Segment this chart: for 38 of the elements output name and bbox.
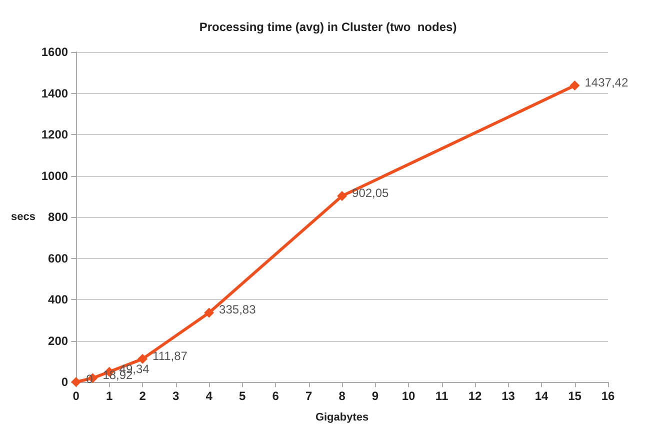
point xyxy=(138,354,148,364)
y-tick-label: 1200 xyxy=(41,128,68,142)
point xyxy=(204,308,214,318)
point xyxy=(570,80,580,91)
x-tick-label: 4 xyxy=(206,389,213,403)
y-tick-label: 0 xyxy=(61,375,68,389)
x-tick-label: 13 xyxy=(502,389,516,403)
x-tick-label: 9 xyxy=(372,389,379,403)
point xyxy=(71,377,82,387)
data-label: 902,05 xyxy=(352,186,390,200)
x-tick-label: 16 xyxy=(601,389,615,403)
x-tick-label: 15 xyxy=(568,389,582,403)
y-tick-label: 1400 xyxy=(41,86,68,100)
data-label: 111,87 xyxy=(152,348,188,363)
x-tick-label: 7 xyxy=(305,389,312,403)
y-tick-label: 800 xyxy=(48,210,68,224)
y-tick-label: 200 xyxy=(48,334,68,348)
x-tick-label: 3 xyxy=(172,389,180,403)
x-tick-label: 14 xyxy=(534,389,548,403)
y-tick-label: 400 xyxy=(48,292,68,306)
x-tick-label: 12 xyxy=(468,389,482,403)
x-tick-label: 0 xyxy=(72,389,80,403)
x-tick-label: 1 xyxy=(106,389,113,403)
y-tick-label: 1600 xyxy=(41,45,68,59)
y-tick-label: 1000 xyxy=(41,168,68,183)
x-axis-title: Gigabytes xyxy=(315,412,369,424)
x-tick-label: 8 xyxy=(338,389,346,403)
point xyxy=(337,190,348,201)
x-tick-label: 6 xyxy=(272,389,280,403)
y-tick-label: 600 xyxy=(48,251,68,266)
y-axis-title: secs xyxy=(10,211,36,223)
chart-title: Processing time (avg) in Cluster (two nodes) xyxy=(199,20,457,34)
x-tick-label: 11 xyxy=(435,389,448,403)
data-label: 335,83 xyxy=(219,302,256,317)
x-tick-label: 5 xyxy=(238,389,246,403)
x-tick-label: 2 xyxy=(139,389,146,403)
x-tick-label: 10 xyxy=(402,389,416,403)
data-label: 1437,42 xyxy=(584,76,628,90)
